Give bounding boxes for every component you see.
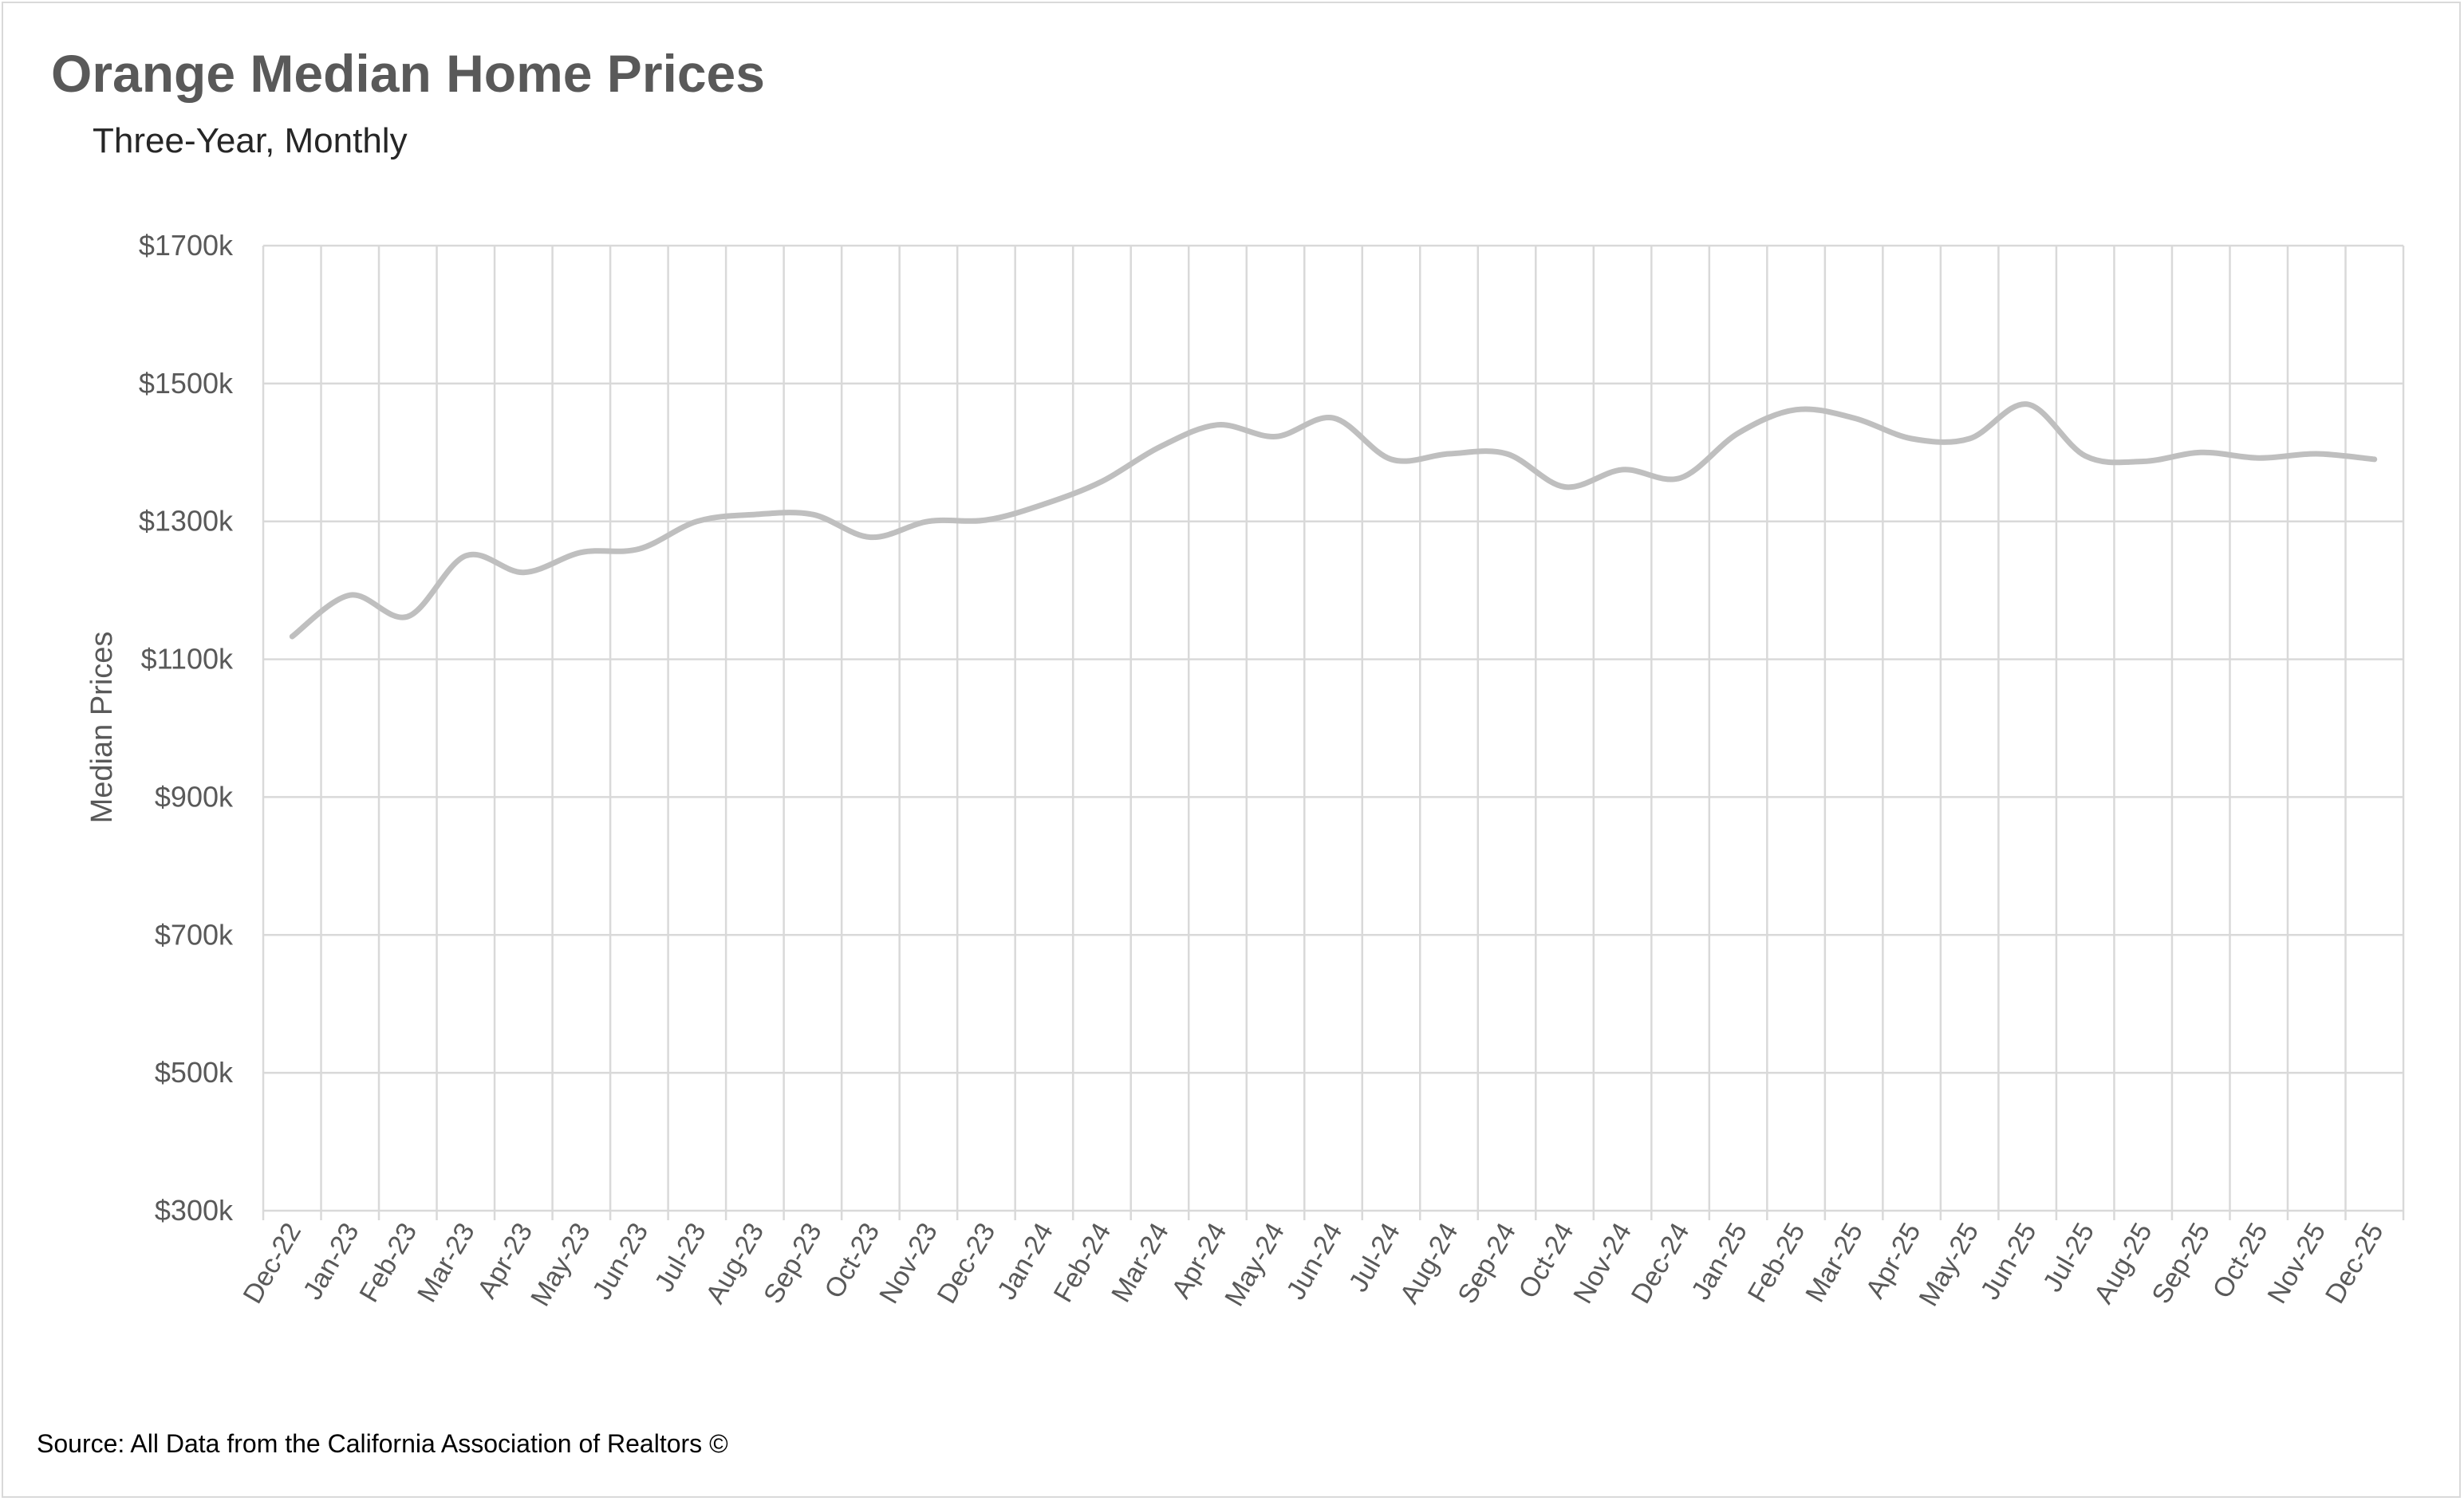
x-tick-label: Feb-23 xyxy=(353,1218,423,1307)
x-tick-label: Dec-24 xyxy=(1626,1218,1696,1309)
x-tick-label: Jul-24 xyxy=(1343,1218,1406,1297)
x-tick-label: Jul-23 xyxy=(649,1218,712,1297)
x-tick-label: Dec-22 xyxy=(237,1218,307,1309)
x-tick-label: Sep-24 xyxy=(1452,1218,1522,1309)
x-tick-label: Dec-25 xyxy=(2320,1218,2390,1309)
chart-subtitle: Three-Year, Monthly xyxy=(93,121,408,160)
x-tick-label: Mar-25 xyxy=(1800,1218,1869,1307)
x-tick-label: Jun-23 xyxy=(586,1218,654,1305)
x-tick-label: Mar-24 xyxy=(1106,1218,1175,1307)
series-line xyxy=(289,401,2378,640)
y-tick-label: $500k xyxy=(155,1056,234,1089)
x-tick-label: Jul-25 xyxy=(2037,1218,2100,1297)
y-tick-label: $300k xyxy=(155,1194,234,1227)
y-tick-label: $1300k xyxy=(139,505,234,538)
y-tick-label: $900k xyxy=(155,780,234,813)
source-note: Source: All Data from the California Ass… xyxy=(37,1429,728,1458)
x-tick-label: Jun-25 xyxy=(1975,1218,2043,1305)
x-tick-label: Jun-24 xyxy=(1281,1218,1349,1305)
x-tick-label: Sep-25 xyxy=(2146,1218,2216,1309)
x-tick-label: Dec-23 xyxy=(932,1218,1002,1309)
y-tick-label: $1500k xyxy=(139,367,234,400)
x-tick-label: Feb-24 xyxy=(1048,1218,1118,1307)
y-tick-label: $1700k xyxy=(139,229,234,262)
x-tick-label: Mar-23 xyxy=(412,1218,481,1307)
y-axis-label: Median Prices xyxy=(85,632,119,824)
x-tick-label: Sep-23 xyxy=(758,1218,828,1309)
chart-title: Orange Median Home Prices xyxy=(51,44,765,103)
y-tick-label: $1100k xyxy=(141,643,234,676)
y-tick-label: $700k xyxy=(155,918,234,951)
x-tick-label: Feb-25 xyxy=(1742,1218,1812,1307)
